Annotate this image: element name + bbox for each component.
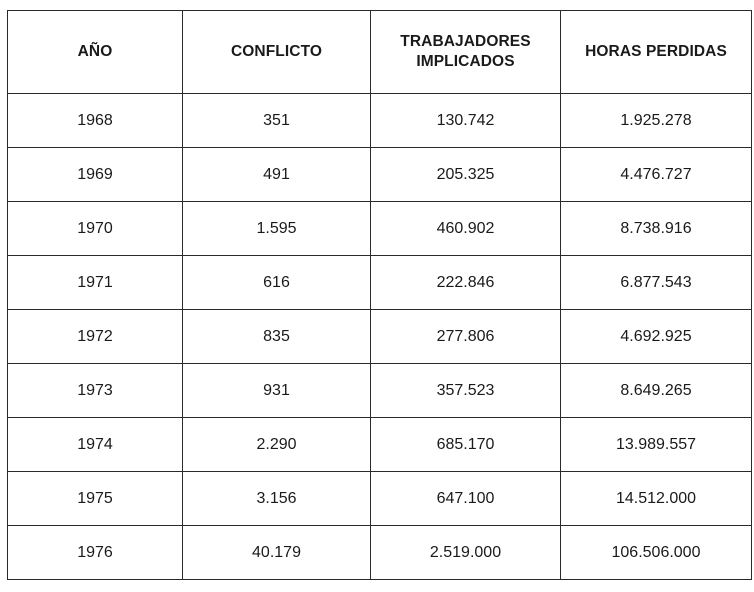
- cell-workers: 277.806: [370, 309, 561, 364]
- header-hours-lost: HORAS PERDIDAS: [560, 10, 752, 94]
- cell-workers: 685.170: [370, 417, 561, 472]
- table-row: 1976 40.179 2.519.000 106.506.000: [7, 525, 752, 580]
- cell-hours: 106.506.000: [560, 525, 752, 580]
- header-year: AÑO: [7, 10, 183, 94]
- table-row: 1968 351 130.742 1.925.278: [7, 93, 752, 148]
- cell-hours: 4.692.925: [560, 309, 752, 364]
- cell-conflicts: 2.290: [182, 417, 371, 472]
- cell-workers: 2.519.000: [370, 525, 561, 580]
- cell-hours: 4.476.727: [560, 147, 752, 202]
- cell-conflicts: 616: [182, 255, 371, 310]
- cell-hours: 14.512.000: [560, 471, 752, 526]
- cell-year: 1973: [7, 363, 183, 418]
- cell-hours: 1.925.278: [560, 93, 752, 148]
- cell-conflicts: 351: [182, 93, 371, 148]
- table-row: 1974 2.290 685.170 13.989.557: [7, 417, 752, 472]
- table-row: 1975 3.156 647.100 14.512.000: [7, 471, 752, 526]
- cell-workers: 647.100: [370, 471, 561, 526]
- table-row: 1969 491 205.325 4.476.727: [7, 147, 752, 202]
- cell-workers: 205.325: [370, 147, 561, 202]
- cell-year: 1969: [7, 147, 183, 202]
- cell-hours: 8.738.916: [560, 201, 752, 256]
- cell-year: 1975: [7, 471, 183, 526]
- cell-hours: 13.989.557: [560, 417, 752, 472]
- table-row: 1970 1.595 460.902 8.738.916: [7, 201, 752, 256]
- cell-year: 1972: [7, 309, 183, 364]
- cell-year: 1970: [7, 201, 183, 256]
- cell-conflicts: 40.179: [182, 525, 371, 580]
- cell-year: 1968: [7, 93, 183, 148]
- cell-workers: 222.846: [370, 255, 561, 310]
- table-row: 1973 931 357.523 8.649.265: [7, 363, 752, 418]
- table-body: 1968 351 130.742 1.925.278 1969 491 205.…: [7, 93, 752, 580]
- header-row: AÑO CONFLICTO TRABAJADORES IMPLICADOS HO…: [7, 10, 752, 94]
- table-row: 1972 835 277.806 4.692.925: [7, 309, 752, 364]
- header-conflicts: CONFLICTO: [182, 10, 371, 94]
- cell-conflicts: 1.595: [182, 201, 371, 256]
- cell-workers: 130.742: [370, 93, 561, 148]
- table-row: 1971 616 222.846 6.877.543: [7, 255, 752, 310]
- cell-conflicts: 3.156: [182, 471, 371, 526]
- cell-workers: 460.902: [370, 201, 561, 256]
- table-header: AÑO CONFLICTO TRABAJADORES IMPLICADOS HO…: [7, 10, 752, 94]
- cell-hours: 8.649.265: [560, 363, 752, 418]
- header-workers-involved: TRABAJADORES IMPLICADOS: [370, 10, 561, 94]
- cell-year: 1971: [7, 255, 183, 310]
- cell-hours: 6.877.543: [560, 255, 752, 310]
- cell-conflicts: 835: [182, 309, 371, 364]
- strikes-data-table: AÑO CONFLICTO TRABAJADORES IMPLICADOS HO…: [7, 10, 752, 580]
- cell-conflicts: 931: [182, 363, 371, 418]
- cell-conflicts: 491: [182, 147, 371, 202]
- cell-year: 1976: [7, 525, 183, 580]
- cell-year: 1974: [7, 417, 183, 472]
- cell-workers: 357.523: [370, 363, 561, 418]
